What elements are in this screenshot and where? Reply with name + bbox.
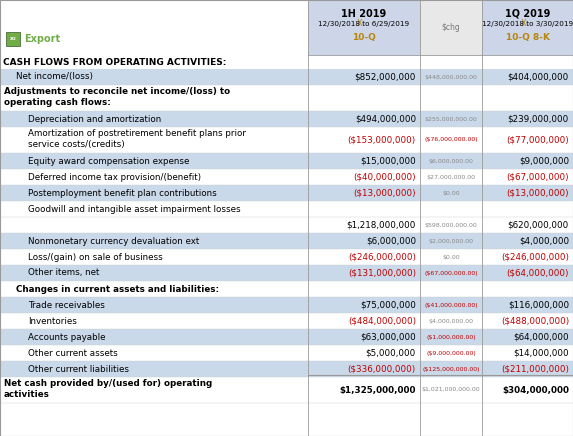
Text: Postemployment benefit plan contributions: Postemployment benefit plan contribution… bbox=[28, 188, 217, 198]
Text: Equity award compensation expense: Equity award compensation expense bbox=[28, 157, 189, 166]
Text: Net income/(loss): Net income/(loss) bbox=[16, 72, 93, 82]
Text: activities: activities bbox=[4, 390, 50, 399]
Text: $255,000,000.00: $255,000,000.00 bbox=[425, 116, 477, 122]
Text: x₂: x₂ bbox=[10, 37, 17, 41]
Bar bbox=[420, 0, 482, 55]
Text: $5,000,000: $5,000,000 bbox=[366, 348, 416, 358]
Text: $chg: $chg bbox=[442, 23, 460, 32]
Text: $494,000,000: $494,000,000 bbox=[355, 115, 416, 123]
Text: X: X bbox=[521, 19, 527, 28]
Text: 1Q 2019: 1Q 2019 bbox=[505, 9, 550, 19]
Text: Deferred income tax provision/(benefit): Deferred income tax provision/(benefit) bbox=[28, 173, 201, 181]
Text: ($484,000,000): ($484,000,000) bbox=[348, 317, 416, 326]
Text: ($64,000,000): ($64,000,000) bbox=[507, 269, 569, 277]
Text: $620,000,000: $620,000,000 bbox=[508, 221, 569, 229]
Text: $598,000,000.00: $598,000,000.00 bbox=[425, 222, 477, 228]
Text: ($76,000,000.00): ($76,000,000.00) bbox=[424, 137, 478, 143]
Text: ($488,000,000): ($488,000,000) bbox=[501, 317, 569, 326]
Text: $27,000,000.00: $27,000,000.00 bbox=[426, 174, 476, 180]
Text: ($246,000,000): ($246,000,000) bbox=[348, 252, 416, 262]
Text: ($336,000,000): ($336,000,000) bbox=[348, 364, 416, 374]
Text: $4,000,000.00: $4,000,000.00 bbox=[429, 319, 473, 324]
Text: 12/30/2018 to 6/29/2019: 12/30/2018 to 6/29/2019 bbox=[319, 21, 410, 27]
Text: ($1,000,000.00): ($1,000,000.00) bbox=[426, 334, 476, 340]
Bar bbox=[0, 297, 573, 313]
Text: $63,000,000: $63,000,000 bbox=[360, 333, 416, 341]
Bar bbox=[0, 329, 573, 345]
Text: ($246,000,000): ($246,000,000) bbox=[501, 252, 569, 262]
Bar bbox=[0, 185, 573, 201]
Bar bbox=[0, 153, 573, 169]
Text: $239,000,000: $239,000,000 bbox=[508, 115, 569, 123]
Text: ($13,000,000): ($13,000,000) bbox=[354, 188, 416, 198]
Text: $2,000,000.00: $2,000,000.00 bbox=[429, 238, 473, 243]
Text: $852,000,000: $852,000,000 bbox=[355, 72, 416, 82]
Text: $4,000,000: $4,000,000 bbox=[519, 236, 569, 245]
Bar bbox=[6, 32, 20, 46]
Text: service costs/(credits): service costs/(credits) bbox=[28, 140, 125, 149]
Text: 10-Q 8-K: 10-Q 8-K bbox=[505, 33, 550, 42]
Text: $15,000,000: $15,000,000 bbox=[360, 157, 416, 166]
Text: ($41,000,000.00): ($41,000,000.00) bbox=[424, 303, 478, 307]
Text: $6,000,000: $6,000,000 bbox=[366, 236, 416, 245]
Text: $116,000,000: $116,000,000 bbox=[508, 300, 569, 310]
Bar bbox=[308, 0, 420, 55]
Text: 12/30/2018 to 3/30/2019: 12/30/2018 to 3/30/2019 bbox=[482, 21, 573, 27]
Text: Adjustments to reconcile net income/(loss) to: Adjustments to reconcile net income/(los… bbox=[4, 87, 230, 96]
Text: Export: Export bbox=[24, 34, 60, 44]
Text: Depreciation and amortization: Depreciation and amortization bbox=[28, 115, 161, 123]
Bar bbox=[0, 69, 573, 85]
Text: CASH FLOWS FROM OPERATING ACTIVITIES:: CASH FLOWS FROM OPERATING ACTIVITIES: bbox=[3, 58, 226, 67]
Text: ($67,000,000.00): ($67,000,000.00) bbox=[424, 270, 478, 276]
Text: $304,000,000: $304,000,000 bbox=[502, 385, 569, 395]
Text: ($9,000,000.00): ($9,000,000.00) bbox=[426, 351, 476, 355]
Bar bbox=[482, 0, 573, 55]
Text: Goodwill and intangible asset impairment losses: Goodwill and intangible asset impairment… bbox=[28, 204, 241, 214]
Text: $64,000,000: $64,000,000 bbox=[513, 333, 569, 341]
Text: ($125,000,000.00): ($125,000,000.00) bbox=[422, 367, 480, 371]
Text: 1H 2019: 1H 2019 bbox=[342, 9, 387, 19]
Text: ($77,000,000): ($77,000,000) bbox=[507, 136, 569, 144]
Text: $0.00: $0.00 bbox=[442, 255, 460, 259]
Text: Net cash provided by/(used for) operating: Net cash provided by/(used for) operatin… bbox=[4, 379, 212, 388]
Text: 10-Q: 10-Q bbox=[352, 33, 376, 42]
Text: Loss/(gain) on sale of business: Loss/(gain) on sale of business bbox=[28, 252, 163, 262]
Text: ($153,000,000): ($153,000,000) bbox=[348, 136, 416, 144]
Text: $0.00: $0.00 bbox=[442, 191, 460, 195]
Text: Other current assets: Other current assets bbox=[28, 348, 117, 358]
Text: ($40,000,000): ($40,000,000) bbox=[354, 173, 416, 181]
Text: Trade receivables: Trade receivables bbox=[28, 300, 105, 310]
Text: ($67,000,000): ($67,000,000) bbox=[507, 173, 569, 181]
Text: ($211,000,000): ($211,000,000) bbox=[501, 364, 569, 374]
Text: X: X bbox=[357, 19, 363, 28]
Text: $1,021,000,000.00: $1,021,000,000.00 bbox=[422, 388, 480, 392]
Text: Other current liabilities: Other current liabilities bbox=[28, 364, 129, 374]
Text: $6,000,000.00: $6,000,000.00 bbox=[429, 159, 473, 164]
Text: $75,000,000: $75,000,000 bbox=[360, 300, 416, 310]
Text: Nonmonetary currency devaluation ext: Nonmonetary currency devaluation ext bbox=[28, 236, 199, 245]
Bar bbox=[0, 233, 573, 249]
Bar bbox=[0, 265, 573, 281]
Text: $1,218,000,000: $1,218,000,000 bbox=[347, 221, 416, 229]
Bar bbox=[0, 111, 573, 127]
Text: operating cash flows:: operating cash flows: bbox=[4, 98, 111, 107]
Text: ($13,000,000): ($13,000,000) bbox=[507, 188, 569, 198]
Text: Changes in current assets and liabilities:: Changes in current assets and liabilitie… bbox=[16, 285, 219, 293]
Text: $448,000,000.00: $448,000,000.00 bbox=[425, 75, 477, 79]
Text: $404,000,000: $404,000,000 bbox=[508, 72, 569, 82]
Text: Inventories: Inventories bbox=[28, 317, 77, 326]
Text: $14,000,000: $14,000,000 bbox=[513, 348, 569, 358]
Bar bbox=[0, 361, 573, 377]
Text: $1,325,000,000: $1,325,000,000 bbox=[339, 385, 416, 395]
Text: $9,000,000: $9,000,000 bbox=[519, 157, 569, 166]
Text: ($131,000,000): ($131,000,000) bbox=[348, 269, 416, 277]
Text: Amortization of postretirement benefit plans prior: Amortization of postretirement benefit p… bbox=[28, 129, 246, 138]
Text: Other items, net: Other items, net bbox=[28, 269, 99, 277]
Text: Accounts payable: Accounts payable bbox=[28, 333, 105, 341]
